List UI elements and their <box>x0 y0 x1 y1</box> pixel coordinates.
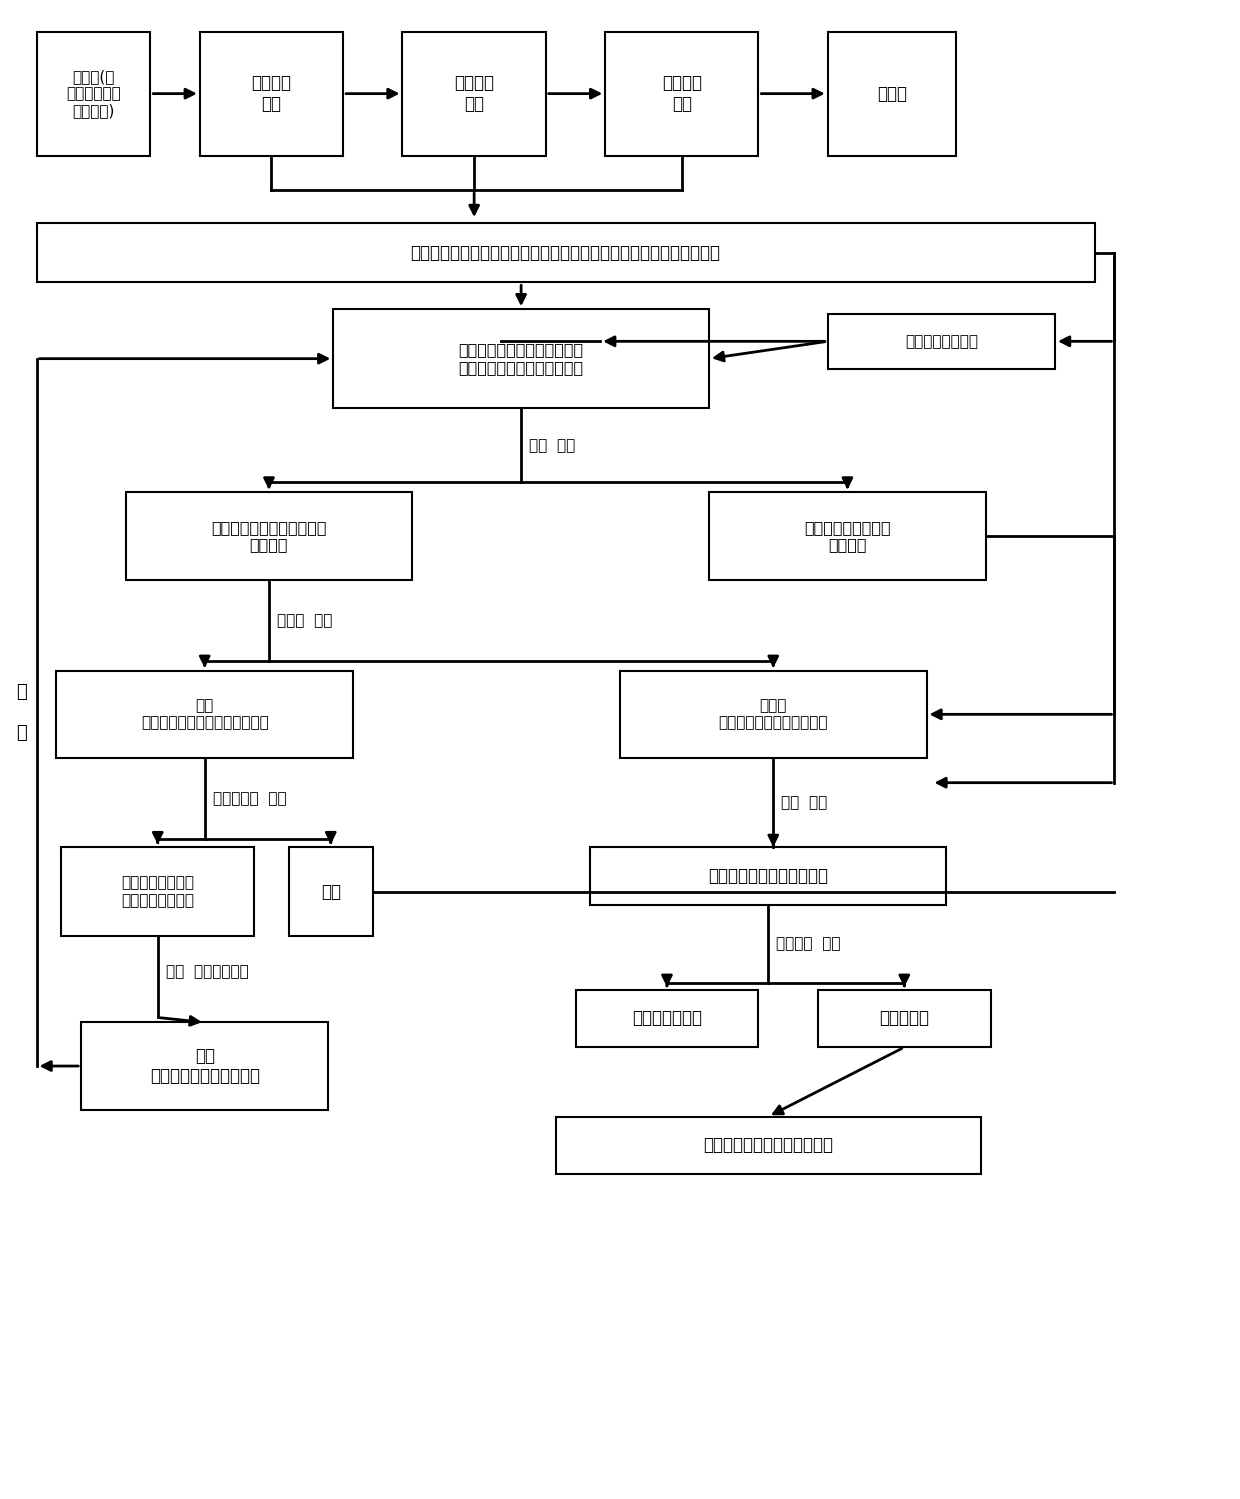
Text: 尾气（主要包括：氢气、氯化氢、二氯二氢硅、三氯氢硅、四氯化硅）: 尾气（主要包括：氢气、氯化氢、二氯二氢硅、三氯氢硅、四氯化硅） <box>410 244 720 262</box>
Bar <box>827 31 956 156</box>
Text: 三氯氢硅、四氯化硅
（液态）: 三氯氢硅、四氯化硅 （液态） <box>804 520 890 552</box>
Bar <box>556 1117 981 1174</box>
Text: 液态四氯化硅淋洗: 液态四氯化硅淋洗 <box>905 334 978 349</box>
Text: 加热  吹入高纯氢气: 加热 吹入高纯氢气 <box>166 964 248 979</box>
Bar <box>81 1022 329 1109</box>
Text: 多晶硅生产中三氯氢硅的合成: 多晶硅生产中三氯氢硅的合成 <box>703 1136 833 1154</box>
Text: 加压  冷却: 加压 冷却 <box>529 438 575 453</box>
Bar <box>37 31 150 156</box>
Text: 尾气（氢气、氯化氢、二氯二
氢硅、三氯氢硅、四氯化硅）: 尾气（氢气、氯化氢、二氯二 氢硅、三氯氢硅、四氯化硅） <box>459 342 584 375</box>
Text: 控制压力  温度: 控制压力 温度 <box>776 937 841 952</box>
Bar <box>200 31 343 156</box>
Bar <box>403 31 546 156</box>
Text: 气态的氯化氢、二氯二氢硅: 气态的氯化氢、二氯二氢硅 <box>708 866 828 884</box>
Bar <box>61 847 254 937</box>
Text: 高纯氢气
还原: 高纯氢气 还原 <box>662 75 702 112</box>
Bar <box>575 989 759 1048</box>
Text: 升温  加压: 升温 加压 <box>781 794 827 809</box>
Text: 三氯氢硅
合成: 三氯氢硅 合成 <box>252 75 291 112</box>
Bar <box>125 492 413 580</box>
Text: 活性炭（吸附了氯
化氢、四氯化硅）: 活性炭（吸附了氯 化氢、四氯化硅） <box>122 875 195 908</box>
Text: 吸收剂  吸收: 吸收剂 吸收 <box>277 613 332 628</box>
Text: 氢气: 氢气 <box>321 883 341 901</box>
Text: 液态二氯二氢硅: 液态二氯二氢硅 <box>632 1009 702 1027</box>
Bar <box>709 492 986 580</box>
Bar <box>289 847 373 937</box>
Text: 活性炭吸附  过滤: 活性炭吸附 过滤 <box>212 791 286 806</box>
Bar <box>817 989 991 1048</box>
Text: 吸收剂
（含氯化氢、二氯二氢硅）: 吸收剂 （含氯化氢、二氯二氢硅） <box>718 699 828 730</box>
Bar <box>827 315 1055 369</box>
Bar <box>37 223 1095 282</box>
Text: 气态氯化氢: 气态氯化氢 <box>879 1009 929 1027</box>
Text: 多晶硅: 多晶硅 <box>877 84 906 102</box>
Text: 三氯氢硅
提纯: 三氯氢硅 提纯 <box>454 75 495 112</box>
Bar <box>590 847 946 904</box>
Text: 氢气
（含少量的氯化氢、四氯化硅）: 氢气 （含少量的氯化氢、四氯化硅） <box>141 699 269 730</box>
Text: 工业硅(含
钙、铁、铝、
硼等杂质): 工业硅(含 钙、铁、铝、 硼等杂质) <box>66 69 120 118</box>
Text: 氢气
（含氯化氢、四氯化硅）: 氢气 （含氯化氢、四氯化硅） <box>150 1046 259 1085</box>
Bar <box>620 670 926 758</box>
Bar <box>334 309 709 408</box>
Text: 循

环: 循 环 <box>16 682 27 742</box>
Bar <box>605 31 759 156</box>
Text: 氢气、氯化氢、二氯二氢硅
（气态）: 氢气、氯化氢、二氯二氢硅 （气态） <box>211 520 326 552</box>
Bar <box>56 670 353 758</box>
